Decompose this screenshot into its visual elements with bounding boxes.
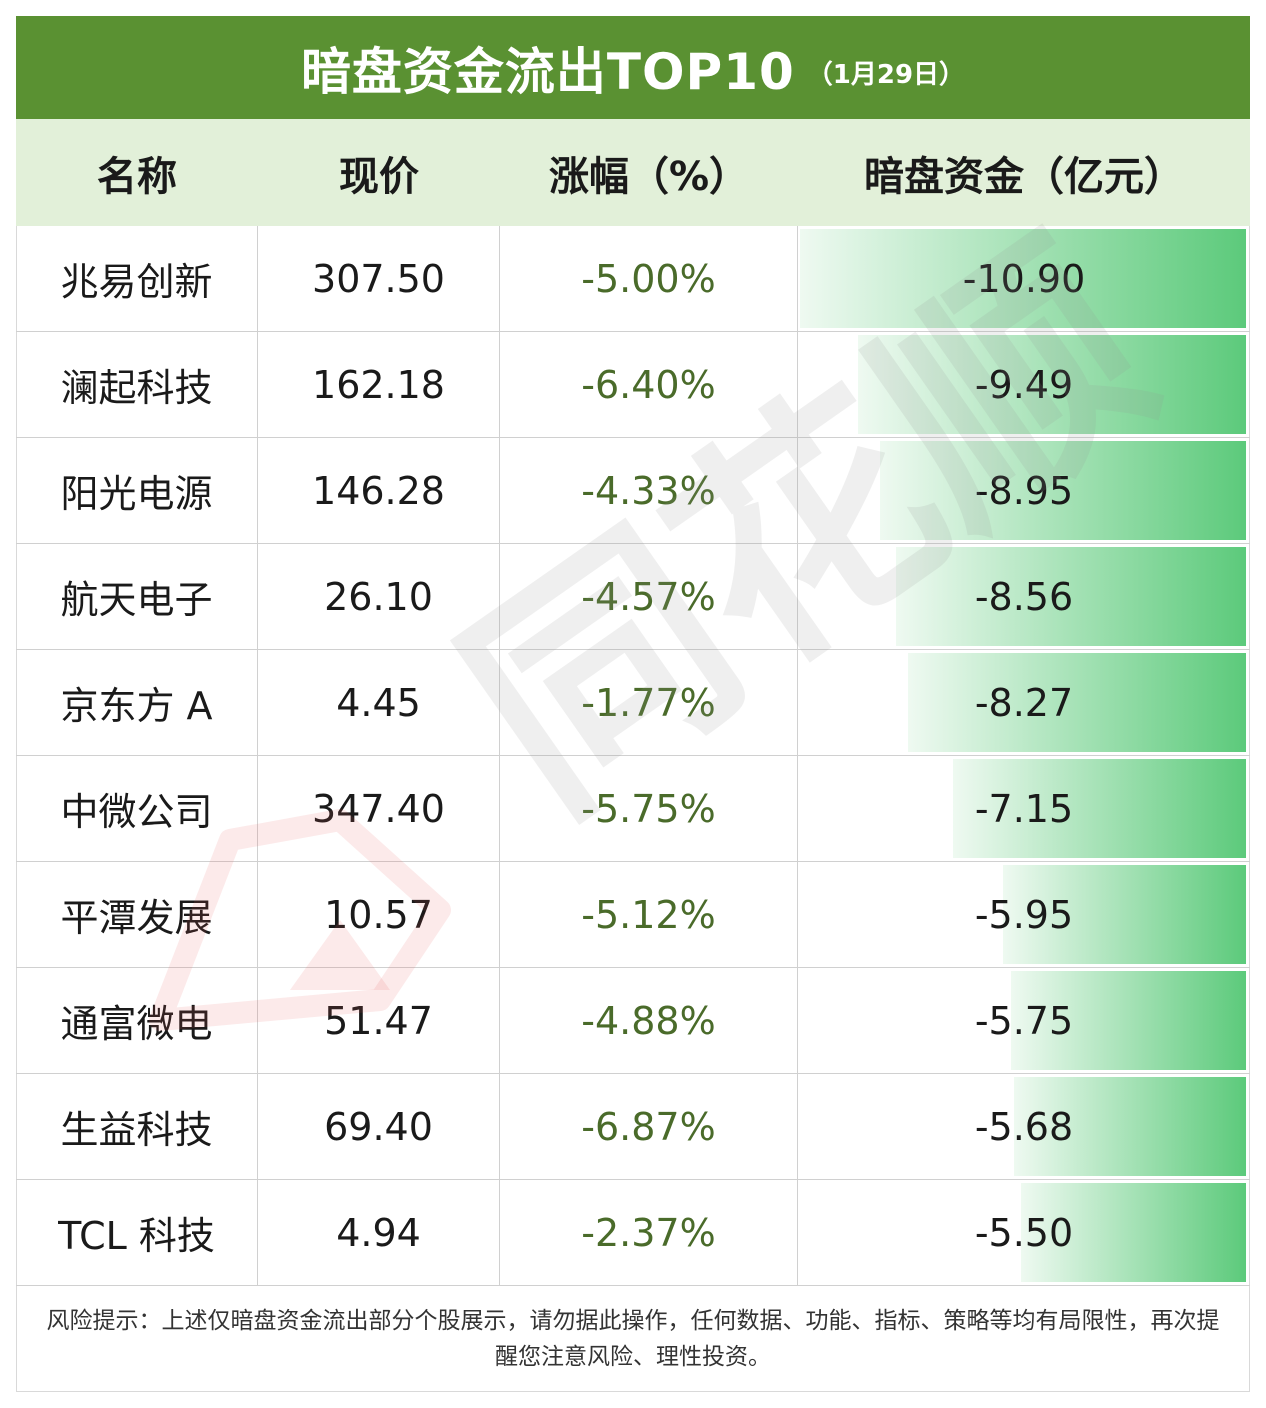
cell-change-pct: -5.75% (500, 756, 798, 861)
flow-value-label: -8.95 (974, 468, 1074, 513)
flow-bar (953, 759, 1246, 858)
flow-bar (857, 335, 1246, 434)
header-change: 涨幅（%） (548, 153, 750, 200)
table-row: 澜起科技 162.18 -6.40% -9.49 (16, 332, 1250, 438)
cell-price: 10.57 (258, 862, 500, 967)
flow-value-label: -8.56 (974, 574, 1074, 619)
cell-price: 307.50 (258, 226, 500, 331)
cell-dark-pool-flow: -8.27 (798, 650, 1250, 755)
cell-change-pct: -5.00% (500, 226, 798, 331)
cell-price: 4.94 (258, 1180, 500, 1285)
cell-change-pct: -4.88% (500, 968, 798, 1073)
table-header: 名称 现价 涨幅（%） 暗盘资金（亿元） (16, 119, 1250, 226)
table-row: 京东方 A 4.45 -1.77% -8.27 (16, 650, 1250, 756)
header-name: 名称 (97, 153, 177, 200)
flow-bar (1020, 1183, 1246, 1282)
cell-change-pct: -4.57% (500, 544, 798, 649)
table-body: 兆易创新 307.50 -5.00% -10.90 澜起科技 162.18 -6.40% -9… (16, 226, 1250, 1286)
table-row: 兆易创新 307.50 -5.00% -10.90 (16, 226, 1250, 332)
cell-stock-name: 阳光电源 (16, 438, 258, 543)
flow-value-label: -5.75 (974, 998, 1074, 1043)
cell-price: 26.10 (258, 544, 500, 649)
header-dark-pool-flow: 暗盘资金（亿元） (864, 153, 1184, 200)
cell-price: 146.28 (258, 438, 500, 543)
table-row: 生益科技 69.40 -6.87% -5.68 (16, 1074, 1250, 1180)
cell-price: 69.40 (258, 1074, 500, 1179)
page-subtitle-date: （1月29日） (806, 60, 966, 90)
cell-dark-pool-flow: -5.50 (798, 1180, 1250, 1285)
cell-dark-pool-flow: -8.56 (798, 544, 1250, 649)
cell-stock-name: 中微公司 (16, 756, 258, 861)
cell-dark-pool-flow: -7.15 (798, 756, 1250, 861)
cell-dark-pool-flow: -8.95 (798, 438, 1250, 543)
flow-bar (1013, 1077, 1246, 1176)
risk-disclaimer: 风险提示：上述仅暗盘资金流出部分个股展示，请勿据此操作，任何数据、功能、指标、策… (16, 1286, 1250, 1392)
flow-value-label: -8.27 (974, 680, 1074, 725)
cell-stock-name: 兆易创新 (16, 226, 258, 331)
cell-stock-name: 京东方 A (16, 650, 258, 755)
flow-bar (879, 441, 1246, 540)
title-bar: 暗盘资金流出TOP10 （1月29日） (16, 16, 1250, 119)
cell-dark-pool-flow: -10.90 (798, 226, 1250, 331)
cell-stock-name: 澜起科技 (16, 332, 258, 437)
flow-value-label: -5.68 (974, 1104, 1074, 1149)
table-row: TCL 科技 4.94 -2.37% -5.50 (16, 1180, 1250, 1286)
flow-bar (800, 229, 1246, 328)
table-row: 平潭发展 10.57 -5.12% -5.95 (16, 862, 1250, 968)
cell-stock-name: 通富微电 (16, 968, 258, 1073)
cell-change-pct: -2.37% (500, 1180, 798, 1285)
table-row: 航天电子 26.10 -4.57% -8.56 (16, 544, 1250, 650)
cell-dark-pool-flow: -5.68 (798, 1074, 1250, 1179)
flow-value-label: -10.90 (962, 256, 1086, 301)
cell-price: 347.40 (258, 756, 500, 861)
flow-bar (1010, 971, 1246, 1070)
cell-price: 162.18 (258, 332, 500, 437)
flow-bar (1002, 865, 1246, 964)
cell-change-pct: -4.33% (500, 438, 798, 543)
risk-disclaimer-text: 风险提示：上述仅暗盘资金流出部分个股展示，请勿据此操作，任何数据、功能、指标、策… (46, 1308, 1220, 1370)
cell-dark-pool-flow: -5.75 (798, 968, 1250, 1073)
cell-change-pct: -6.87% (500, 1074, 798, 1179)
flow-value-label: -5.95 (974, 892, 1074, 937)
cell-stock-name: 平潭发展 (16, 862, 258, 967)
flow-value-label: -5.50 (974, 1210, 1074, 1255)
table-row: 阳光电源 146.28 -4.33% -8.95 (16, 438, 1250, 544)
flow-bar (907, 653, 1246, 752)
cell-change-pct: -1.77% (500, 650, 798, 755)
flow-bar (895, 547, 1246, 646)
cell-dark-pool-flow: -9.49 (798, 332, 1250, 437)
flow-value-label: -9.49 (974, 362, 1074, 407)
cell-change-pct: -6.40% (500, 332, 798, 437)
page-title: 暗盘资金流出TOP10 (300, 42, 795, 101)
cell-price: 51.47 (258, 968, 500, 1073)
cell-price: 4.45 (258, 650, 500, 755)
flow-value-label: -7.15 (974, 786, 1074, 831)
table-row: 通富微电 51.47 -4.88% -5.75 (16, 968, 1250, 1074)
cell-dark-pool-flow: -5.95 (798, 862, 1250, 967)
table-row: 中微公司 347.40 -5.75% -7.15 (16, 756, 1250, 862)
header-price: 现价 (339, 153, 419, 200)
cell-stock-name: 航天电子 (16, 544, 258, 649)
cell-stock-name: TCL 科技 (16, 1180, 258, 1285)
cell-stock-name: 生益科技 (16, 1074, 258, 1179)
cell-change-pct: -5.12% (500, 862, 798, 967)
